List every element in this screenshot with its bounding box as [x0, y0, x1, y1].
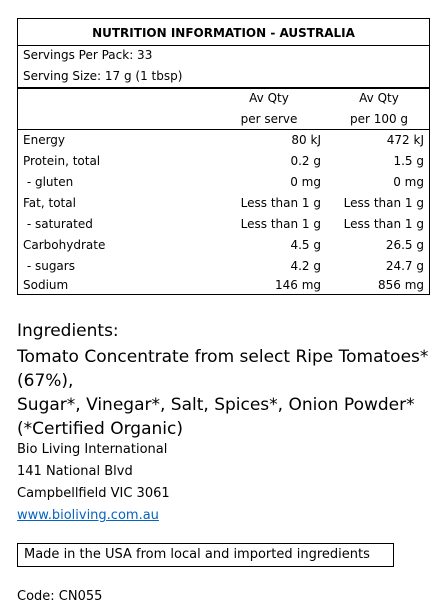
- per-100g-value: 24.7 g: [385, 259, 424, 273]
- per-serve-value: Less than 1 g: [240, 217, 321, 231]
- table-row: - saturated Less than 1 g Less than 1 g: [18, 214, 429, 234]
- table-row: Protein, total 0.2 g 1.5 g: [18, 151, 429, 171]
- ingredients-heading: Ingredients:: [17, 321, 119, 341]
- company-street: 141 National Blvd: [17, 464, 133, 479]
- ingredients-line: Tomato Concentrate from select Ripe Toma…: [17, 347, 429, 391]
- origin-statement: Made in the USA from local and imported …: [24, 547, 370, 562]
- per-100g-value: 472 kJ: [386, 133, 424, 147]
- table-row: - sugars 4.2 g 24.7 g: [18, 256, 429, 276]
- header-per-100-line1: Av Qty: [359, 91, 399, 105]
- per-100g-value: Less than 1 g: [343, 217, 424, 231]
- header-per-serve-line1: Av Qty: [249, 91, 289, 105]
- divider: [18, 129, 429, 130]
- table-row: - gluten 0 mg 0 mg: [18, 172, 429, 192]
- table-row: Energy 80 kJ 472 kJ: [18, 130, 429, 150]
- nutrient-label: Energy: [23, 133, 66, 147]
- nutrient-label: Carbohydrate: [23, 238, 106, 252]
- header-per-100-line2: per 100 g: [349, 112, 409, 126]
- company-website-link[interactable]: www.bioliving.com.au: [17, 508, 159, 523]
- nutrient-label: - saturated: [23, 217, 93, 231]
- origin-statement-box: Made in the USA from local and imported …: [17, 543, 394, 567]
- servings-per-pack: Servings Per Pack: 33: [23, 48, 153, 62]
- per-serve-value: 0 mg: [290, 175, 321, 189]
- serving-size: Serving Size: 17 g (1 tbsp): [23, 69, 183, 83]
- nutrient-label: - gluten: [23, 175, 74, 189]
- header-per-serve-line2: per serve: [240, 112, 298, 126]
- per-serve-value: Less than 1 g: [240, 196, 321, 210]
- nutrient-label: Fat, total: [23, 196, 76, 210]
- per-100g-value: 1.5 g: [393, 154, 424, 168]
- panel-title: NUTRITION INFORMATION - AUSTRALIA: [92, 26, 355, 40]
- ingredients-line: Sugar*, Vinegar*, Salt, Spices*, Onion P…: [17, 395, 415, 415]
- ingredients-text: Tomato Concentrate from select Ripe Toma…: [17, 345, 442, 441]
- company-name: Bio Living International: [17, 442, 168, 457]
- table-row: Carbohydrate 4.5 g 26.5 g: [18, 235, 429, 255]
- per-serve-value: 0.2 g: [290, 154, 321, 168]
- per-100g-value: 0 mg: [393, 175, 424, 189]
- ingredients-line: (*Certified Organic): [17, 419, 183, 439]
- company-city: Campbellfield VIC 3061: [17, 486, 170, 501]
- nutrient-label: - sugars: [23, 259, 75, 273]
- per-100g-value: Less than 1 g: [343, 196, 424, 210]
- per-serve-value: 4.5 g: [290, 238, 321, 252]
- divider: [18, 87, 429, 89]
- per-100g-value: 856 mg: [377, 278, 424, 292]
- nutrient-label: Sodium: [23, 278, 69, 292]
- per-serve-value: 4.2 g: [290, 259, 321, 273]
- divider: [18, 45, 429, 46]
- nutrition-panel: NUTRITION INFORMATION - AUSTRALIA Servin…: [17, 18, 430, 295]
- table-row: Sodium 146 mg 856 mg: [18, 275, 429, 295]
- product-code: Code: CN055: [17, 589, 103, 604]
- per-serve-value: 146 mg: [274, 278, 321, 292]
- nutrient-label: Protein, total: [23, 154, 101, 168]
- per-100g-value: 26.5 g: [385, 238, 424, 252]
- table-row: Fat, total Less than 1 g Less than 1 g: [18, 193, 429, 213]
- per-serve-value: 80 kJ: [291, 133, 321, 147]
